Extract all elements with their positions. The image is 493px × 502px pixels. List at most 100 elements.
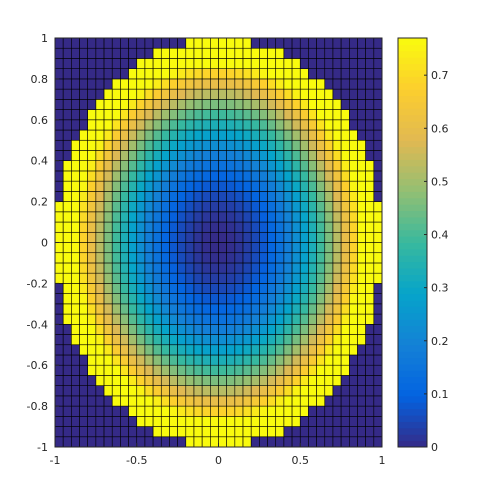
heatmap-cell: [120, 354, 129, 366]
heatmap-cell: [226, 129, 236, 141]
heatmap-cell: [71, 334, 80, 346]
heatmap-cell: [267, 119, 277, 131]
heatmap-cell: [218, 303, 227, 315]
heatmap-cell: [332, 109, 342, 121]
heatmap-cell: [210, 99, 219, 110]
heatmap-cell: [259, 119, 268, 131]
heatmap-cell: [357, 313, 366, 325]
heatmap-cell: [357, 88, 366, 100]
heatmap-cell: [234, 283, 244, 294]
heatmap-cell: [308, 109, 317, 121]
heatmap-cell: [267, 78, 277, 90]
heatmap-cell: [177, 385, 187, 397]
heatmap-cell: [308, 323, 317, 335]
heatmap-cell: [316, 201, 326, 213]
heatmap-cell: [201, 150, 211, 162]
heatmap-cell: [136, 395, 146, 407]
heatmap-cell: [62, 293, 72, 305]
heatmap-cell: [340, 170, 350, 182]
heatmap-cell: [128, 395, 138, 407]
heatmap-cell: [218, 119, 227, 131]
x-axis: -1 -0.5 0 0.5 1: [50, 443, 386, 467]
heatmap-cell: [365, 436, 375, 448]
heatmap-cell: [357, 323, 366, 335]
colorbar-segment: [398, 82, 427, 90]
heatmap-cell: [152, 180, 162, 192]
heatmap-cell: [136, 252, 146, 264]
heatmap-cell: [291, 180, 301, 192]
heatmap-cell: [152, 395, 162, 407]
heatmap-cell: [283, 313, 293, 325]
heatmap-cell: [242, 293, 252, 305]
heatmap-cell: [111, 191, 121, 202]
heatmap-cell: [234, 436, 244, 448]
heatmap-cell: [169, 262, 178, 274]
heatmap-cell: [201, 201, 211, 213]
heatmap-cell: [316, 252, 326, 264]
heatmap-cell: [324, 375, 334, 386]
heatmap-cell: [218, 323, 227, 335]
heatmap-cell: [87, 283, 97, 294]
heatmap-cell: [218, 180, 227, 192]
colorbar-segment: [398, 178, 427, 186]
heatmap-cell: [373, 354, 383, 366]
heatmap-cell: [267, 344, 277, 356]
heatmap-cell: [316, 231, 326, 243]
heatmap-cell: [299, 416, 309, 427]
heatmap-cell: [87, 129, 97, 141]
heatmap-cell: [275, 119, 285, 131]
heatmap-cell: [79, 119, 89, 131]
heatmap-cell: [357, 426, 366, 438]
heatmap-cell: [185, 109, 195, 121]
heatmap-cell: [242, 231, 252, 243]
heatmap-cell: [365, 109, 375, 121]
heatmap-cell: [218, 344, 227, 356]
heatmap-cell: [324, 344, 334, 356]
heatmap-cell: [373, 231, 383, 243]
heatmap-cell: [120, 58, 129, 69]
heatmap-cell: [87, 99, 97, 110]
colorbar-tick-label: 0.1: [431, 388, 449, 401]
heatmap-cell: [95, 170, 105, 182]
heatmap-cell: [87, 416, 97, 427]
heatmap-cell: [160, 293, 170, 305]
heatmap-cell: [193, 416, 203, 427]
heatmap-cell: [218, 201, 227, 213]
heatmap-cell: [62, 262, 72, 274]
heatmap-cell: [120, 180, 129, 192]
heatmap-cell: [128, 201, 138, 213]
heatmap-cell: [324, 180, 334, 192]
heatmap-cell: [160, 375, 170, 386]
heatmap-cell: [226, 262, 236, 274]
heatmap-cell: [79, 272, 89, 284]
heatmap-cell: [62, 99, 72, 110]
heatmap-cells: [54, 37, 383, 448]
heatmap-cell: [144, 99, 154, 110]
heatmap-cell: [308, 58, 317, 69]
heatmap-cell: [226, 283, 236, 294]
y-tick-label: -0.4: [27, 318, 48, 331]
heatmap-cell: [201, 405, 211, 417]
heatmap-cell: [71, 436, 80, 448]
heatmap-cell: [365, 262, 375, 274]
heatmap-cell: [210, 375, 219, 386]
heatmap-cell: [111, 201, 121, 213]
heatmap-cell: [160, 405, 170, 417]
heatmap-cell: [324, 334, 334, 346]
heatmap-cell: [128, 344, 138, 356]
heatmap-cell: [291, 262, 301, 274]
heatmap-cell: [144, 242, 154, 254]
heatmap-cell: [210, 344, 219, 356]
heatmap-cell: [54, 334, 64, 346]
heatmap-cell: [218, 221, 227, 233]
heatmap-cell: [128, 426, 138, 438]
heatmap-cell: [95, 211, 105, 223]
heatmap-cell: [283, 344, 293, 356]
heatmap-cell: [332, 88, 342, 100]
heatmap-cell: [169, 99, 178, 110]
heatmap-cell: [160, 58, 170, 69]
heatmap-cell: [193, 119, 203, 131]
heatmap-cell: [210, 58, 219, 69]
heatmap-cell: [144, 272, 154, 284]
heatmap-cell: [144, 313, 154, 325]
